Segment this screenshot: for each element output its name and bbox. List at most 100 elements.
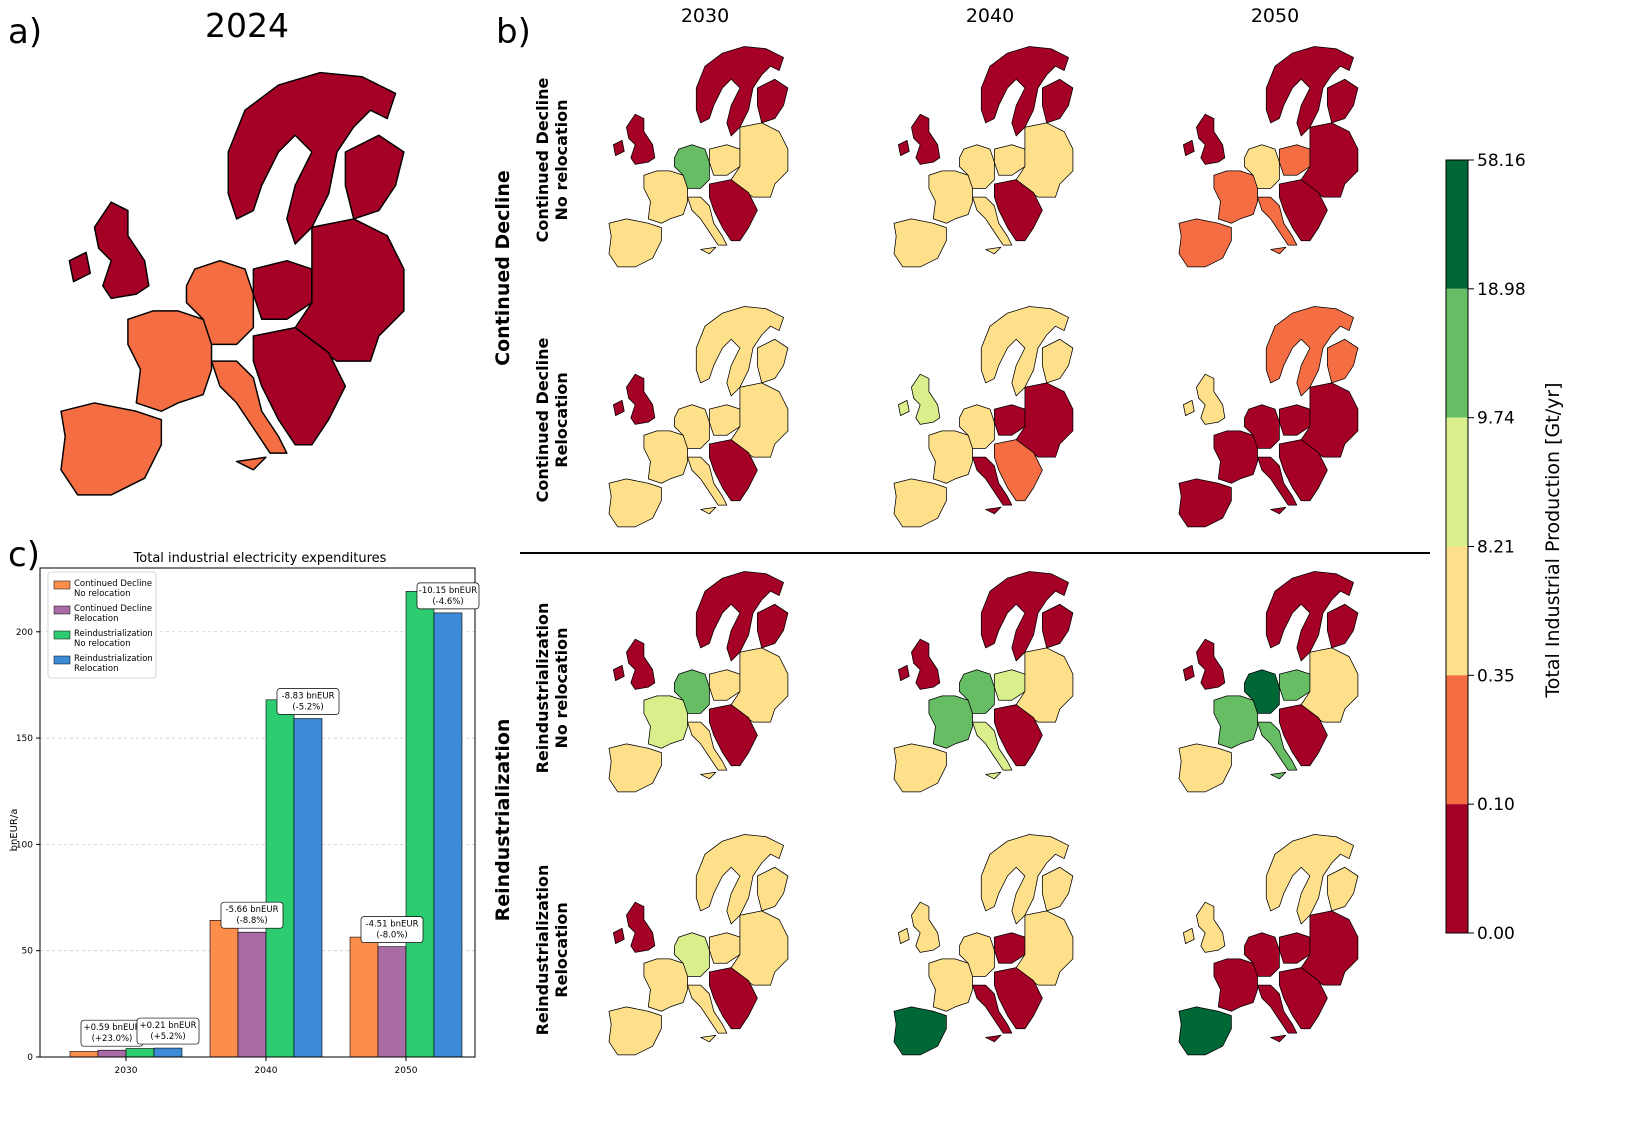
- map-b-r4-c3: [1178, 834, 1359, 1056]
- bar-chart: Total industrial electricity expenditure…: [9, 551, 480, 1076]
- legend-label-3-0: Reindustrialization: [74, 654, 153, 664]
- map-b-r2-c3-region-pol: [1278, 404, 1311, 436]
- annotation-text-3-0: -8.83 bnEUR: [282, 692, 335, 702]
- map-b-r3-c3-region-nordic: [1265, 571, 1359, 662]
- bar-2050-series-1: [377, 946, 407, 1058]
- map-b-r3-c2-region-east: [1015, 647, 1074, 723]
- group-separator: [520, 552, 1430, 554]
- row-label-1-line2: No relocation: [552, 99, 571, 221]
- row-label-2: Continued Decline Relocation: [533, 338, 571, 503]
- row-label-4: Reindustrialization Relocation: [533, 865, 571, 1036]
- bar-2030-series-3: [153, 1047, 183, 1058]
- map-b-r1-c3-region-balkan: [1278, 179, 1328, 242]
- xtick-label-2040: 2040: [255, 1066, 278, 1076]
- map-b-r3-c2-region-nordic: [980, 571, 1074, 662]
- map-b-r4-c3-region-nordic: [1265, 834, 1359, 925]
- colorbar-tick-label-2: 9.74: [1477, 409, 1515, 429]
- group-label-continued-decline: Continued Decline: [492, 170, 514, 366]
- ytick-label-200: 200: [16, 628, 33, 638]
- map-b-r1-c1-region-germany: [674, 144, 710, 189]
- map-b-r3-c3-region-uk: [1182, 638, 1226, 690]
- legend-label-1-0: Continued Decline: [74, 604, 152, 614]
- bar-2050-series-0: [349, 936, 379, 1058]
- map-a-region-france: [127, 310, 213, 413]
- map-b-r2-c2-region-pol: [993, 404, 1026, 436]
- map-b-r3-c3-region-iberia: [1178, 743, 1232, 793]
- row-label-4-line2: Relocation: [552, 902, 571, 998]
- annotation-box-1: [136, 1017, 200, 1045]
- map-b-r4-c2-region-uk: [897, 901, 941, 953]
- chart-ylabel: bnEUR/a: [9, 809, 20, 852]
- map-b-r2-c1: [608, 306, 789, 528]
- colorbar-segment-4: [1446, 675, 1468, 805]
- annotation-text-1-0: +0.21 bnEUR: [139, 1021, 196, 1031]
- annotation-text-2-0: -5.66 bnEUR: [226, 905, 279, 915]
- map-b-r1-c2-region-balkan: [993, 179, 1043, 242]
- map-b-r3-c2-region-iberia: [893, 743, 947, 793]
- colorbar-tick-label-0: 58.16: [1477, 151, 1526, 171]
- row-label-1-line1: Continued Decline: [533, 77, 552, 243]
- map-a-region-uk: [68, 201, 150, 300]
- map-b-r4-c3-region-pol: [1278, 932, 1311, 964]
- annotation-text-3-1: (-5.2%): [292, 703, 323, 713]
- map-b-r2-c2-region-germany: [959, 404, 995, 449]
- group-label-reindustrialization: Reindustrialization: [492, 718, 514, 922]
- xtick-label-2050: 2050: [395, 1066, 418, 1076]
- map-b-r1-c3-region-east: [1300, 122, 1359, 198]
- map-b-r4-c1-region-nordic: [695, 834, 789, 925]
- map-a-region-iberia: [60, 402, 163, 496]
- map-b-r3-c1-region-uk: [612, 638, 656, 690]
- map-b-r2-c2-region-nordic: [980, 306, 1074, 397]
- map-b-r1-c2-region-iberia: [893, 218, 947, 268]
- bar-2040-series-2: [265, 699, 295, 1058]
- bar-2040-series-1: [237, 931, 267, 1058]
- map-b-r3-c1-region-italy: [687, 721, 728, 780]
- map-b-r4-c3-region-balkan: [1278, 967, 1328, 1030]
- map-b-r3-c2-region-pol: [993, 669, 1026, 701]
- row-label-2-line2: Relocation: [552, 372, 571, 468]
- colorbar-tick-label-4: 0.35: [1477, 666, 1515, 686]
- map-b-r3-c1-region-germany: [674, 669, 710, 714]
- map-b-r4-c3-region-germany: [1244, 932, 1280, 977]
- legend-swatch-1: [53, 605, 71, 615]
- legend-label-3-1: Relocation: [74, 664, 118, 674]
- legend-swatch-3: [53, 655, 71, 665]
- map-b-r4-c3-region-uk: [1182, 901, 1226, 953]
- map-b-r3-c1-region-balkan: [708, 704, 758, 767]
- col-year-2040: 2040: [965, 5, 1015, 27]
- map-b-r2-c1-region-france: [643, 430, 688, 484]
- col-year-2050: 2050: [1250, 5, 1300, 27]
- map-b-r1-c3-region-iberia: [1178, 218, 1232, 268]
- map-b-r2-c2-region-uk: [897, 373, 941, 425]
- map-a-region-pol: [252, 259, 313, 321]
- bar-2030-series-2: [125, 1048, 155, 1058]
- colorbar-tick-label-6: 0.00: [1477, 924, 1515, 940]
- map-b-r4-c2-region-france: [928, 958, 973, 1012]
- bar-2050-series-2: [405, 591, 435, 1058]
- map-b-r3-c1-region-iberia: [608, 743, 662, 793]
- row-label-3-line1: Reindustrialization: [533, 602, 552, 774]
- annotation-box-3: [276, 688, 340, 715]
- colorbar-segment-2: [1446, 417, 1468, 547]
- col-year-2030: 2030: [680, 5, 730, 27]
- panel-a-label: a): [8, 12, 43, 52]
- map-b-r3-c3: [1178, 571, 1359, 793]
- map-b-r4-c2: [893, 834, 1074, 1056]
- map-b-r2-c3-region-balkan: [1278, 439, 1328, 502]
- map-b-r2-c1-region-germany: [674, 404, 710, 449]
- map-b-r4-c2-region-pol: [993, 932, 1026, 964]
- legend-label-2-1: No relocation: [74, 639, 131, 649]
- bar-2040-series-3: [293, 718, 323, 1058]
- ytick-label-100: 100: [16, 840, 33, 850]
- colorbar-tick-label-1: 18.98: [1477, 280, 1526, 300]
- map-b-r4-c1-region-italy: [687, 984, 728, 1043]
- map-b-r2-c3-region-france: [1213, 430, 1258, 484]
- map-b-r3-c3-region-east: [1300, 647, 1359, 723]
- legend-label-0-0: Continued Decline: [74, 579, 152, 589]
- map-b-r1-c1-region-italy: [687, 196, 728, 255]
- map-b-r2-c2-region-east: [1015, 382, 1074, 458]
- map-b-r1-c2: [893, 46, 1074, 268]
- map-b-r4-c1-region-east: [730, 910, 789, 986]
- map-b-r3-c3-region-italy: [1257, 721, 1298, 780]
- map-a-region-germany: [185, 259, 255, 346]
